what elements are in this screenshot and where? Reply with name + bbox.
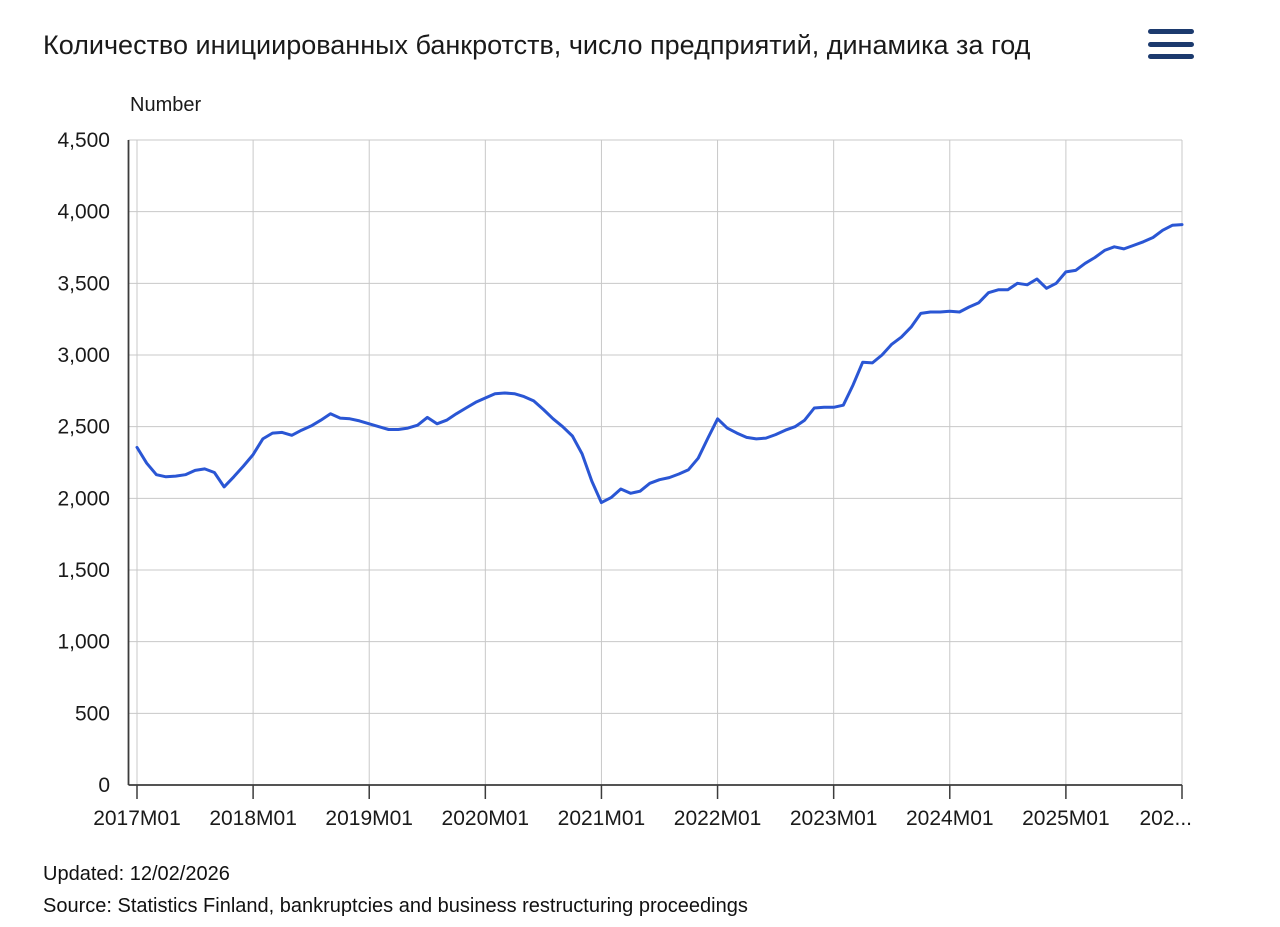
x-axis-tick-label: 2024M01 xyxy=(906,807,994,830)
menu-bar xyxy=(1148,29,1194,34)
hamburger-menu-icon[interactable] xyxy=(1148,27,1196,61)
y-axis-tick-label: 500 xyxy=(75,702,110,725)
y-axis-title: Number xyxy=(130,94,202,116)
x-axis-tick-label: 202... xyxy=(1139,807,1192,830)
y-axis-tick-label: 3,500 xyxy=(57,272,110,295)
x-axis-tick-label: 2019M01 xyxy=(325,807,413,830)
chart-title: Количество инициированных банкротств, чи… xyxy=(43,30,1031,60)
x-axis-tick-label: 2017M01 xyxy=(93,807,181,830)
y-axis-tick-label: 2,000 xyxy=(57,487,110,510)
x-axis-tick-label: 2023M01 xyxy=(790,807,878,830)
chart-footer: Updated: 12/02/2026 Source: Statistics F… xyxy=(43,858,1243,922)
x-axis-tick-label: 2025M01 xyxy=(1022,807,1110,830)
x-axis-tick-label: 2018M01 xyxy=(209,807,297,830)
y-axis-tick-label: 4,500 xyxy=(57,129,110,152)
updated-text: Updated: 12/02/2026 xyxy=(43,863,230,885)
x-axis-tick-label: 2020M01 xyxy=(442,807,530,830)
line-chart[interactable]: 0 500 1,000 1,500 2,000 2,500 3,000 3,500 4,000 4… xyxy=(0,90,1280,850)
y-axis-tick-label: 0 xyxy=(98,774,110,797)
y-axis-tick-label: 1,500 xyxy=(57,559,110,582)
source-text: Source: Statistics Finland, bankruptcies… xyxy=(43,895,748,917)
y-axis-tick-label: 3,000 xyxy=(57,344,110,367)
x-axis-tick-label: 2021M01 xyxy=(558,807,646,830)
y-axis-tick-label: 1,000 xyxy=(57,631,110,654)
menu-bar xyxy=(1148,41,1194,47)
line-chart-canvas[interactable]: 0 500 1,000 1,500 2,000 2,500 3,000 3,500 4,000 4… xyxy=(0,90,1280,850)
x-axis-tick-label: 2022M01 xyxy=(674,807,762,830)
y-axis-tick-label: 4,000 xyxy=(57,201,110,224)
y-axis-tick-label: 2,500 xyxy=(57,416,110,439)
bankruptcies-series-line[interactable] xyxy=(135,223,1184,505)
menu-bar xyxy=(1148,54,1194,59)
